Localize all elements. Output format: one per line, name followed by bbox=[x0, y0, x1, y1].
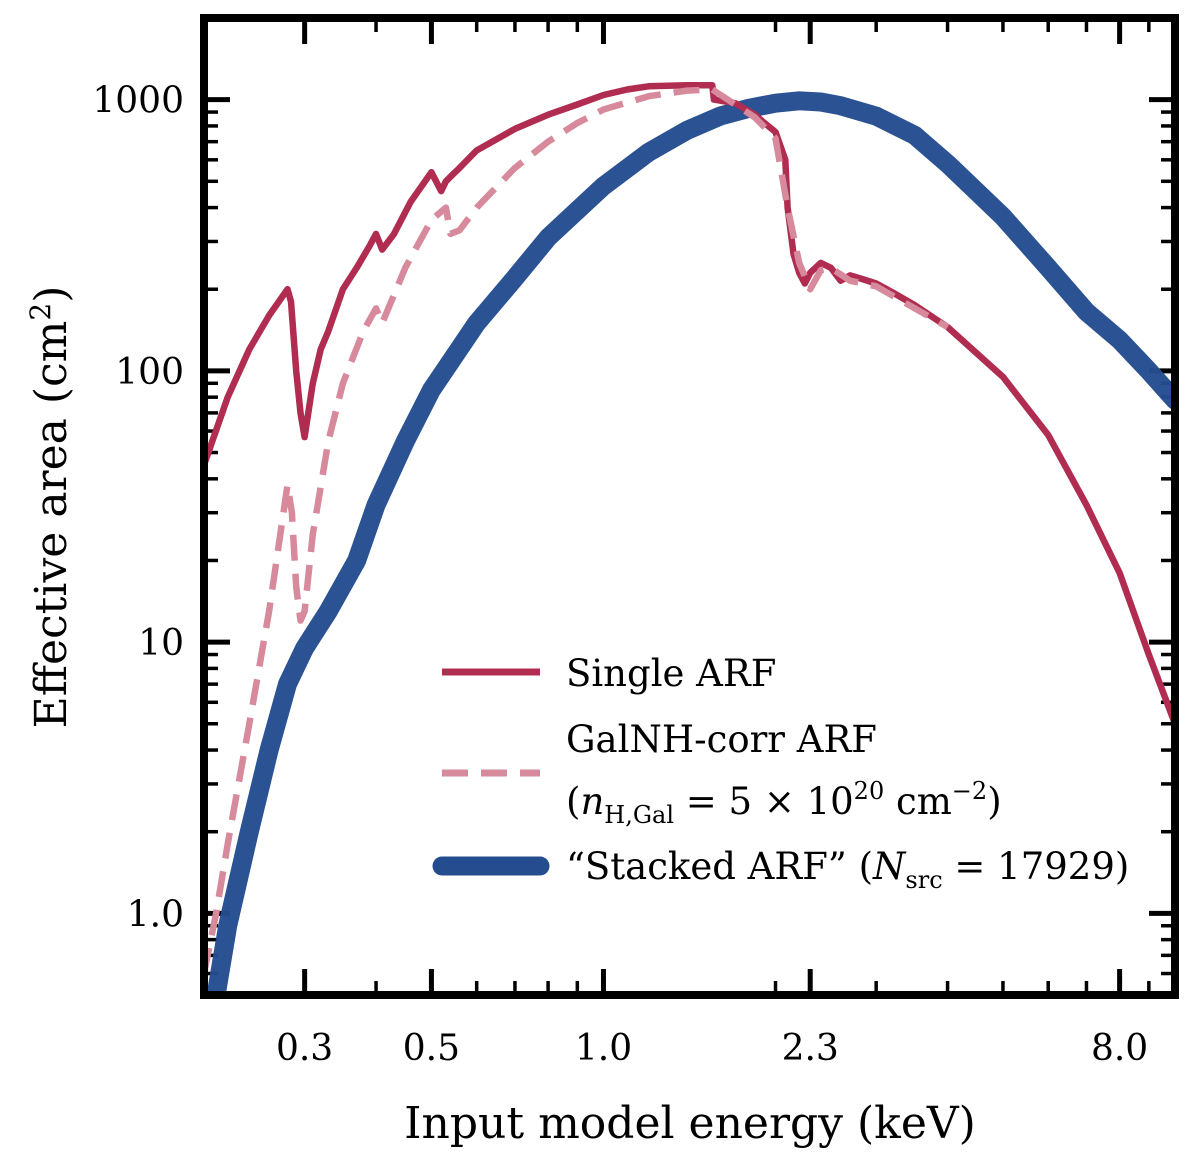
x-tick-label: 2.3 bbox=[782, 1028, 839, 1069]
x-tick-label: 0.5 bbox=[403, 1028, 460, 1069]
y-tick-label: 10 bbox=[138, 623, 184, 664]
series-line-single-arf bbox=[204, 82, 1175, 725]
legend-label-single-arf: Single ARF bbox=[566, 652, 776, 695]
x-axis-title: Input model energy (keV) bbox=[404, 1098, 976, 1149]
series-line-stacked-arf bbox=[206, 91, 1175, 995]
y-tick-label: 1000 bbox=[92, 81, 184, 122]
x-tick-label: 0.3 bbox=[276, 1028, 333, 1069]
legend-label-stacked-arf: “Stacked ARF” (Nsrc = 17929) bbox=[566, 845, 1129, 894]
x-tick-label: 1.0 bbox=[575, 1028, 632, 1069]
series-layer bbox=[204, 82, 1175, 995]
legend: Single ARF GalNH-corr ARF (nH,Gal = 5 × … bbox=[432, 652, 1129, 894]
legend-label-galnh-arf: GalNH-corr ARF bbox=[566, 718, 877, 761]
y-tick-label: 1.0 bbox=[127, 894, 184, 935]
series-line-galnh-arf bbox=[204, 86, 950, 975]
legend-label-galnh-nh: (nH,Gal = 5 × 1020 cm−2) bbox=[566, 777, 1002, 829]
y-axis-title: Effective area (cm2) bbox=[24, 286, 77, 729]
plot-frame bbox=[200, 14, 1179, 999]
x-tick-label: 8.0 bbox=[1091, 1028, 1148, 1069]
y-tick-label: 100 bbox=[115, 352, 184, 393]
